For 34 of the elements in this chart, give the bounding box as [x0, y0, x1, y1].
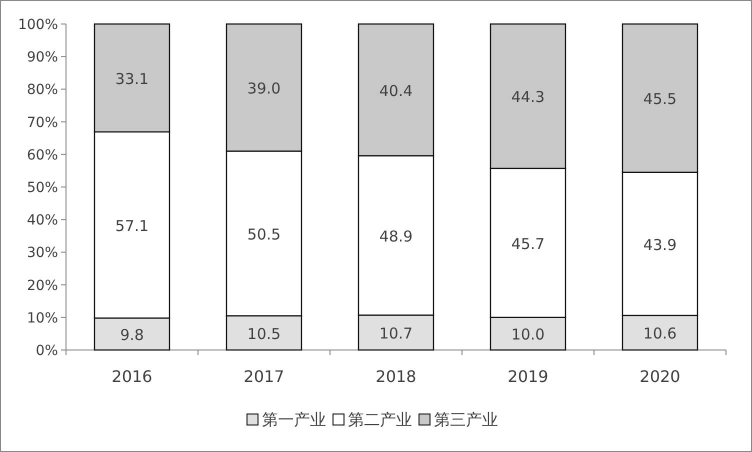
legend-label: 第三产业 — [434, 410, 498, 429]
data-label: 45.7 — [511, 234, 545, 253]
y-tick-label: 80% — [26, 82, 58, 98]
data-label: 39.0 — [247, 80, 281, 98]
data-label: 43.9 — [643, 236, 677, 254]
y-tick-label: 90% — [26, 50, 58, 66]
y-tick-label: 50% — [26, 180, 58, 196]
legend-label: 第二产业 — [348, 410, 412, 429]
data-label: 33.1 — [115, 70, 149, 88]
y-tick-label: 100% — [18, 17, 58, 33]
data-label: 50.5 — [247, 225, 281, 244]
x-tick-label: 2019 — [508, 367, 548, 386]
x-tick-label: 2018 — [376, 367, 416, 386]
data-label: 45.5 — [643, 90, 677, 108]
x-tick-label: 2020 — [640, 367, 680, 386]
data-label: 48.9 — [379, 227, 413, 246]
data-label: 10.5 — [247, 324, 281, 343]
y-tick-label: 0% — [36, 343, 58, 359]
y-tick-label: 10% — [26, 310, 58, 326]
data-label: 40.4 — [379, 82, 413, 100]
data-label: 10.0 — [511, 326, 545, 344]
x-tick-label: 2016 — [112, 367, 152, 386]
data-label: 44.3 — [511, 88, 545, 106]
y-tick-label: 60% — [26, 147, 58, 164]
y-tick-label: 70% — [26, 114, 58, 131]
y-tick-label: 40% — [26, 212, 58, 229]
legend-label: 第一产业 — [262, 410, 326, 429]
data-label: 10.7 — [379, 324, 413, 343]
data-label: 10.6 — [643, 324, 677, 343]
data-label: 57.1 — [115, 216, 149, 235]
data-label: 9.8 — [120, 326, 144, 344]
y-tick-label: 20% — [26, 278, 58, 294]
x-tick-label: 2017 — [244, 367, 284, 386]
y-tick-label: 30% — [26, 245, 58, 262]
